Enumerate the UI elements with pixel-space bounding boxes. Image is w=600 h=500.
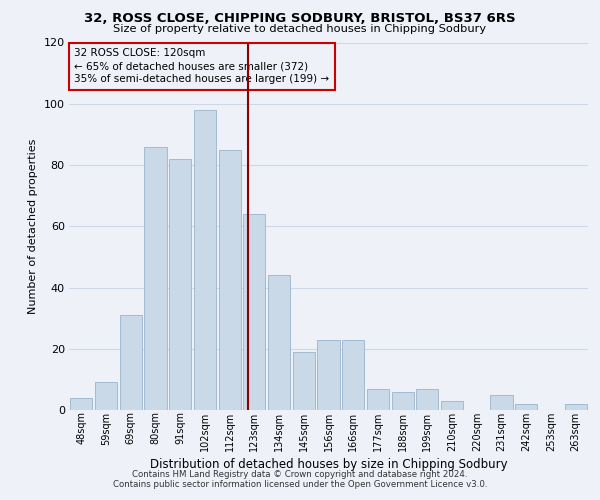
Text: 32, ROSS CLOSE, CHIPPING SODBURY, BRISTOL, BS37 6RS: 32, ROSS CLOSE, CHIPPING SODBURY, BRISTO… xyxy=(84,12,516,24)
Bar xyxy=(441,401,463,410)
Bar xyxy=(119,315,142,410)
Bar xyxy=(392,392,414,410)
Bar xyxy=(515,404,538,410)
Bar xyxy=(268,275,290,410)
Bar xyxy=(293,352,315,410)
Text: Contains HM Land Registry data © Crown copyright and database right 2024.
Contai: Contains HM Land Registry data © Crown c… xyxy=(113,470,487,489)
Text: Size of property relative to detached houses in Chipping Sodbury: Size of property relative to detached ho… xyxy=(113,24,487,34)
Bar xyxy=(490,394,512,410)
Bar xyxy=(218,150,241,410)
Bar xyxy=(169,159,191,410)
Bar xyxy=(95,382,117,410)
Bar xyxy=(243,214,265,410)
Bar xyxy=(342,340,364,410)
Bar xyxy=(565,404,587,410)
Text: 32 ROSS CLOSE: 120sqm
← 65% of detached houses are smaller (372)
35% of semi-det: 32 ROSS CLOSE: 120sqm ← 65% of detached … xyxy=(74,48,329,84)
Bar xyxy=(367,388,389,410)
Bar xyxy=(416,388,439,410)
Bar xyxy=(70,398,92,410)
Bar xyxy=(317,340,340,410)
Bar xyxy=(194,110,216,410)
Y-axis label: Number of detached properties: Number of detached properties xyxy=(28,138,38,314)
X-axis label: Distribution of detached houses by size in Chipping Sodbury: Distribution of detached houses by size … xyxy=(149,458,508,470)
Bar xyxy=(145,146,167,410)
